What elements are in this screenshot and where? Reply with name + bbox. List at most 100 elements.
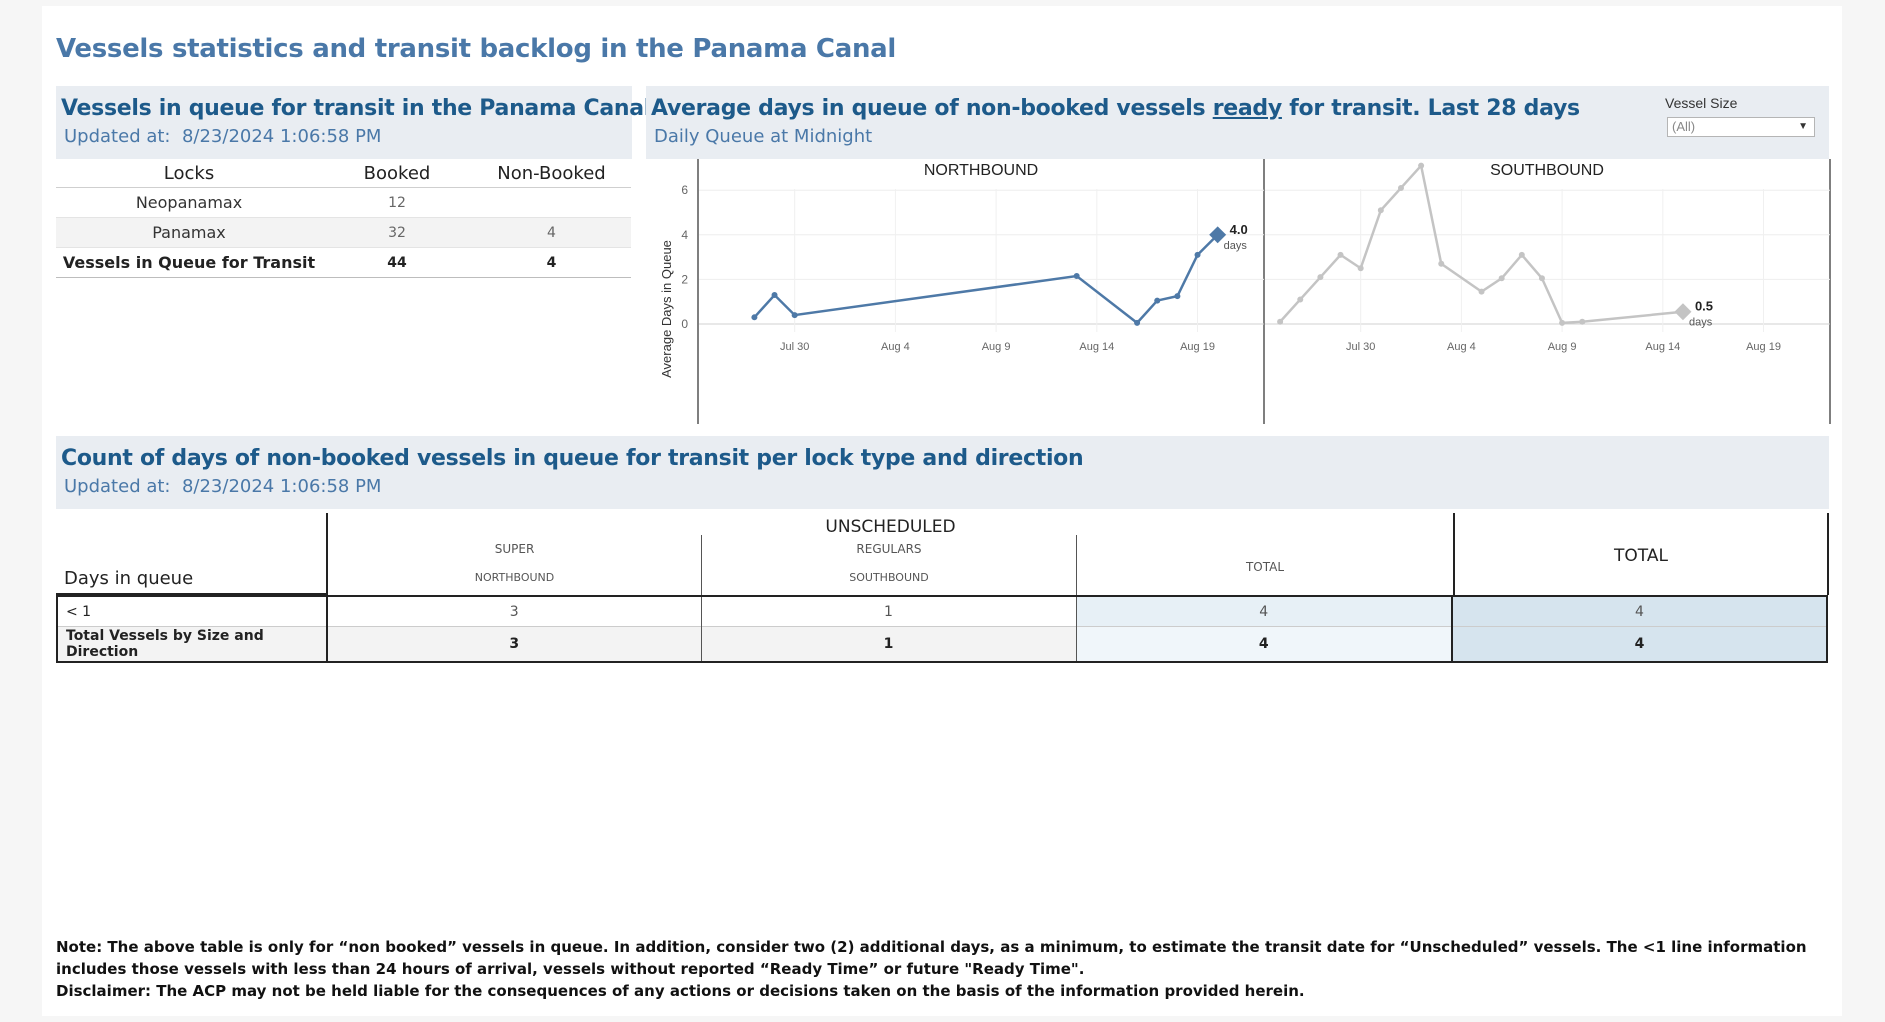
data-point (751, 314, 758, 321)
avg-days-chart: Average Days in Queue NORTHBOUND Jul 30 Au… (659, 159, 1831, 424)
cell-south: 1 (701, 596, 1077, 627)
series-line (753, 233, 1219, 325)
data-point (1538, 275, 1545, 282)
cell-grand-total: 4 (1452, 626, 1827, 662)
y-tick-label: 0 (681, 317, 688, 331)
col-total: TOTAL (1245, 560, 1285, 574)
count-panel-updated: Updated at: 8/23/2024 1:06:58 PM (64, 476, 381, 497)
vessel-size-label: Vessel Size (1665, 95, 1738, 111)
y-tick-label: 6 (681, 183, 688, 197)
data-point (1518, 251, 1525, 258)
count-table-header: UNSCHEDULED SUPER NORTHBOUND REGULARS SO… (56, 513, 1829, 595)
row-non-booked: 4 (472, 217, 631, 248)
data-point (1377, 207, 1384, 214)
vessel-size-dropdown[interactable]: (All) ▼ (1667, 117, 1815, 137)
series-line (1279, 162, 1684, 325)
table-row: Panamax 32 4 (56, 217, 631, 248)
cell-total: 4 (1076, 626, 1453, 662)
updated-value: 8/23/2024 1:06:58 PM (181, 126, 382, 147)
col-non-booked: Non-Booked (472, 159, 631, 188)
table-row: Neopanamax 12 (56, 187, 631, 218)
avg-title-ready: ready (1212, 96, 1283, 121)
row-non-booked (472, 187, 631, 218)
page-title: Vessels statistics and transit backlog i… (56, 34, 897, 64)
avg-panel-header: Average days in queue of non-booked vess… (646, 86, 1829, 159)
data-point (771, 292, 778, 299)
x-tick-label: Aug 19 (1180, 341, 1215, 353)
data-point (1579, 318, 1586, 325)
col-booked: Booked (322, 159, 472, 188)
x-tick-label: Jul 30 (780, 341, 809, 353)
data-point (1438, 260, 1445, 267)
queue-table: Locks Booked Non-Booked Neopanamax 12 Pa… (56, 159, 631, 278)
unit-label: days (1689, 317, 1713, 329)
disclaimer-text: Disclaimer: The ACP may not be held liab… (56, 982, 1305, 1000)
table-row: < 1 3 1 4 4 (57, 596, 1827, 627)
row-lock: Panamax (56, 217, 322, 248)
avg-title-pre: Average days in queue of non-booked vess… (651, 96, 1213, 121)
count-table: < 1 3 1 4 4 Total Vessels by Size and Di… (56, 595, 1828, 663)
last-value-label: 0.5 (1695, 299, 1713, 314)
data-point (1498, 275, 1505, 282)
data-point (1559, 319, 1566, 326)
data-point (1194, 251, 1201, 258)
x-tick-label: Aug 4 (881, 341, 910, 353)
table-total-row: Total Vessels by Size and Direction 3 1 … (57, 626, 1827, 662)
data-point (1357, 265, 1364, 272)
x-tick-label: Aug 14 (1645, 341, 1680, 353)
row-label: < 1 (57, 596, 328, 627)
data-point (1478, 288, 1485, 295)
dashboard-page: Vessels statistics and transit backlog i… (42, 6, 1842, 1016)
updated-value: 8/23/2024 1:06:58 PM (181, 476, 382, 497)
total-non-booked: 4 (472, 247, 631, 278)
queue-table-header: Locks Booked Non-Booked (56, 159, 631, 188)
panel-direction-label: SOUTHBOUND (1490, 162, 1604, 179)
data-point (1317, 274, 1324, 281)
panel-direction-label: NORTHBOUND (924, 162, 1038, 179)
row-booked: 32 (322, 217, 472, 248)
y-tick-label: 4 (681, 228, 688, 242)
row-lock: Neopanamax (56, 187, 322, 218)
total-lock: Vessels in Queue for Transit (56, 247, 322, 278)
x-tick-label: Aug 19 (1746, 341, 1781, 353)
updated-label: Updated at: (64, 126, 171, 147)
col-regulars: REGULARS (856, 542, 922, 556)
col-northbound: NORTHBOUND (474, 571, 555, 584)
count-panel-title: Count of days of non-booked vessels in q… (61, 446, 1084, 471)
x-tick-label: Aug 9 (982, 341, 1011, 353)
note-text: Note: The above table is only for “non b… (56, 938, 1807, 978)
chevron-down-icon: ▼ (1798, 121, 1808, 132)
data-point (1154, 297, 1161, 304)
data-point (1277, 318, 1284, 325)
x-tick-label: Aug 4 (1447, 341, 1476, 353)
avg-panel-title: Average days in queue of non-booked vess… (651, 96, 1580, 121)
col-locks: Locks (56, 159, 322, 188)
cell-south: 1 (701, 626, 1077, 662)
data-point (1297, 296, 1304, 303)
cell-total: 4 (1076, 596, 1453, 627)
row-label: Total Vessels by Size and Direction (57, 626, 328, 662)
updated-label: Updated at: (64, 476, 171, 497)
unit-label: days (1224, 240, 1248, 252)
col-super: SUPER (494, 542, 535, 556)
queue-panel-title: Vessels in queue for transit in the Pana… (61, 96, 652, 121)
cell-north: 3 (327, 596, 702, 627)
chart-y-axis-label: Average Days in Queue (659, 240, 674, 378)
vessel-size-value: (All) (1672, 119, 1696, 134)
data-point (1073, 273, 1080, 280)
avg-panel-subtitle: Daily Queue at Midnight (654, 126, 873, 147)
x-tick-label: Jul 30 (1346, 341, 1375, 353)
table-total-row: Vessels in Queue for Transit 44 4 (56, 247, 631, 278)
total-booked: 44 (322, 247, 472, 278)
col-grand-total: TOTAL (1614, 546, 1668, 566)
data-point (791, 312, 798, 319)
data-point (1174, 293, 1181, 300)
queue-panel-header: Vessels in queue for transit in the Pana… (56, 86, 651, 159)
y-tick-label: 2 (681, 272, 688, 286)
last-value-label: 4.0 (1230, 222, 1248, 237)
col-southbound: SOUTHBOUND (849, 571, 929, 584)
queue-panel-updated: Updated at: 8/23/2024 1:06:58 PM (64, 126, 381, 147)
x-tick-label: Aug 14 (1079, 341, 1114, 353)
row-booked: 12 (322, 187, 472, 218)
data-point (1134, 319, 1141, 326)
